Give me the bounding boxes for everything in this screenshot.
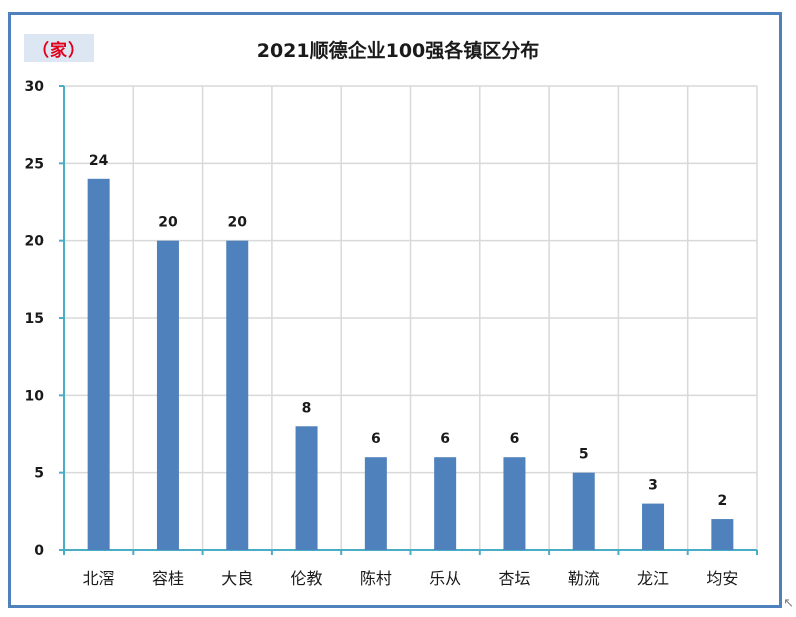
y-tick-label: 10 xyxy=(25,388,45,404)
bar-乐从 xyxy=(434,457,457,550)
y-tick-label: 0 xyxy=(34,543,44,559)
data-label: 8 xyxy=(302,400,312,416)
data-label: 6 xyxy=(510,431,520,447)
data-label: 3 xyxy=(648,478,658,494)
data-label: 20 xyxy=(228,215,248,231)
y-tick-label: 5 xyxy=(34,466,44,482)
bar-伦教 xyxy=(295,426,318,550)
x-tick-label: 陈村 xyxy=(360,569,392,588)
x-tick-label: 容桂 xyxy=(152,569,184,588)
axes xyxy=(59,85,758,555)
data-label: 5 xyxy=(579,447,589,463)
data-label: 20 xyxy=(158,215,178,231)
x-tick-label: 伦教 xyxy=(291,569,323,588)
unit-label: （家） xyxy=(24,34,94,62)
cursor-icon: ↖ xyxy=(783,596,794,611)
x-tick-label: 乐从 xyxy=(429,569,461,588)
x-tick-label: 勒流 xyxy=(568,569,600,588)
x-tick-label: 杏坛 xyxy=(498,569,530,588)
bar-勒流 xyxy=(572,472,595,550)
bar-杏坛 xyxy=(503,457,526,550)
x-tick-label: 北滘 xyxy=(83,569,115,588)
bar-容桂 xyxy=(156,240,179,550)
y-tick-label: 20 xyxy=(25,234,45,250)
y-tick-label: 25 xyxy=(25,156,44,172)
chart-title: 2021顺德企业100强各镇区分布 xyxy=(256,40,540,62)
data-label: 2 xyxy=(717,493,727,509)
x-tick-label: 均安 xyxy=(706,569,738,588)
bar-龙江 xyxy=(642,503,665,550)
data-label: 24 xyxy=(89,153,109,169)
bar-均安 xyxy=(711,519,734,550)
bar-北滘 xyxy=(87,178,110,551)
data-label: 6 xyxy=(440,431,450,447)
labels: 0 5 10 15 20 25 30 24 北滘 20 容桂 20 大良 8 伦教 6 陈村 6 乐从 6 杏坛 5 勒流 3… xyxy=(25,79,739,588)
bars xyxy=(87,178,734,551)
y-tick-label: 15 xyxy=(25,311,44,327)
x-tick-label: 龙江 xyxy=(637,569,669,588)
bar-大良 xyxy=(226,240,249,550)
x-tick-label: 大良 xyxy=(221,569,253,588)
bar-陈村 xyxy=(364,457,387,550)
y-tick-label: 30 xyxy=(25,79,45,95)
data-label: 6 xyxy=(371,431,381,447)
